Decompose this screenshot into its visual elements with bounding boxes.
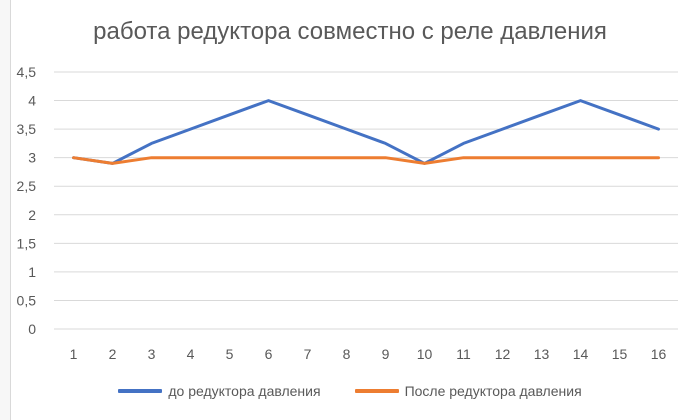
data-point-s2-5: [228, 156, 232, 160]
legend-label-series-2: После редуктора давления: [404, 383, 582, 399]
data-point-s1-4: [189, 127, 193, 131]
series-line-2: [72, 156, 660, 165]
x-tick-label-1: 1: [70, 346, 78, 362]
legend-swatch-series-1: [118, 389, 163, 393]
x-tick-label-14: 14: [573, 346, 589, 362]
plot-area: 00,511,522,533,544,5 1 2 3 4 5 6 7 8 9 10 11 12 13 14…: [17, 64, 678, 362]
x-tick-label-16: 16: [651, 346, 667, 362]
data-point-s1-11: [462, 141, 466, 145]
data-point-s2-4: [189, 156, 193, 160]
data-point-s2-15: [618, 156, 622, 160]
data-point-s1-7: [306, 113, 310, 117]
x-tick-label-3: 3: [148, 346, 156, 362]
data-point-s1-15: [618, 113, 622, 117]
y-axis-tick-labels: 0 0,5 1 1,5 2 2,5 3 3,5 4 4,5: [17, 64, 37, 337]
data-point-s2-8: [345, 156, 349, 160]
data-point-s1-14: [579, 99, 583, 103]
data-point-s1-6: [267, 99, 271, 103]
y-tick-label-0: 0: [28, 321, 36, 337]
x-tick-label-5: 5: [226, 346, 234, 362]
data-point-s1-16: [657, 127, 661, 131]
data-point-s2-3: [150, 156, 154, 160]
x-tick-label-15: 15: [612, 346, 628, 362]
x-tick-label-11: 11: [456, 346, 471, 362]
data-point-s2-2: [111, 161, 115, 165]
data-point-s2-12: [501, 156, 505, 160]
x-axis-tick-labels: 1 2 3 4 5 6 7 8 9 10 11 12 13 14 15 16: [70, 346, 667, 362]
series-lines: [72, 99, 661, 165]
data-point-s1-3: [150, 141, 154, 145]
y-tick-label-7: 3,5: [17, 121, 37, 137]
y-tick-label-4: 2: [28, 207, 36, 223]
data-point-s2-11: [462, 156, 466, 160]
y-tick-label-9: 4,5: [17, 64, 37, 80]
y-tick-label-5: 2,5: [17, 178, 37, 194]
data-point-s1-13: [540, 113, 544, 117]
x-tick-label-12: 12: [495, 346, 511, 362]
data-point-s2-9: [384, 156, 388, 160]
data-point-s2-13: [540, 156, 544, 160]
x-tick-label-7: 7: [304, 346, 312, 362]
data-point-s2-10: [423, 161, 427, 165]
y-tick-label-3: 1,5: [17, 235, 37, 251]
data-point-s2-16: [657, 156, 661, 160]
legend: до редуктора давления После редуктора да…: [0, 380, 700, 402]
gridlines: [54, 71, 678, 330]
legend-item-series-1[interactable]: до редуктора давления: [118, 380, 321, 402]
x-tick-label-9: 9: [382, 346, 390, 362]
left-edge-strip: [0, 0, 11, 420]
data-point-s1-5: [228, 113, 232, 117]
data-point-s1-12: [501, 127, 505, 131]
x-tick-label-8: 8: [343, 346, 351, 362]
legend-label-series-1: до редуктора давления: [168, 383, 321, 399]
x-tick-label-4: 4: [187, 346, 195, 362]
chart-title: работа редуктора совместно с реле давлен…: [93, 18, 607, 45]
series-line-1: [72, 99, 660, 165]
x-tick-label-10: 10: [417, 346, 433, 362]
x-tick-label-2: 2: [109, 346, 117, 362]
data-point-s2-7: [306, 156, 310, 160]
x-tick-label-6: 6: [265, 346, 273, 362]
y-tick-label-1: 0,5: [17, 292, 37, 308]
y-tick-label-6: 3: [28, 150, 36, 166]
data-point-s2-14: [579, 156, 583, 160]
legend-swatch-series-2: [354, 389, 399, 393]
data-point-s1-8: [345, 127, 349, 131]
data-point-s2-1: [72, 156, 76, 160]
x-tick-label-13: 13: [534, 346, 550, 362]
y-tick-label-8: 4: [28, 93, 36, 109]
y-tick-label-2: 1: [28, 264, 36, 280]
data-point-s2-6: [267, 156, 271, 160]
legend-item-series-2[interactable]: После редуктора давления: [354, 380, 582, 402]
data-point-s1-9: [384, 141, 388, 145]
